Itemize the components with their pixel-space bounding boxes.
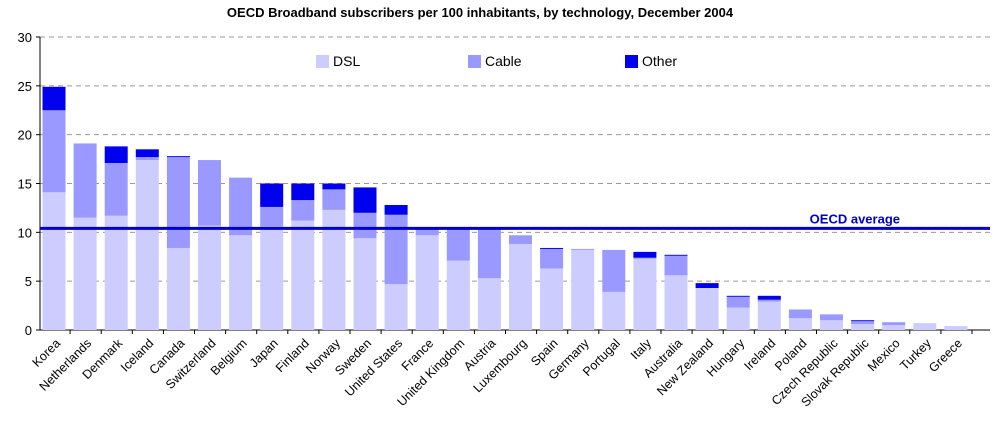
bar-segment-cable <box>322 189 346 210</box>
bar-segment-dsl <box>73 217 97 330</box>
y-tick-label: 5 <box>25 274 32 289</box>
bar-segment-cable <box>509 235 532 245</box>
bar-segment-cable <box>664 255 688 276</box>
bar-segment-other <box>322 183 346 190</box>
bar-segment-cable <box>135 157 159 161</box>
legend-label-other: Other <box>642 53 677 69</box>
bar-segment-other <box>291 183 315 201</box>
bar-segment-dsl <box>198 225 221 330</box>
bar-segment-cable <box>882 322 906 326</box>
legend-swatch-other <box>625 55 638 68</box>
bar-segment-cable <box>788 309 812 319</box>
bar-segment-dsl <box>944 326 968 330</box>
bar-segment-dsl <box>415 235 439 330</box>
bar-segment-cable <box>757 299 781 302</box>
bar-segment-cable <box>229 177 253 236</box>
bar-segment-other <box>353 187 377 213</box>
bar-segment-dsl <box>353 238 377 330</box>
bar-segment-dsl <box>509 244 532 330</box>
bar-segment-cable <box>602 249 626 292</box>
bar-segment-other <box>166 156 190 158</box>
bar-segment-dsl <box>757 301 781 330</box>
bar-segment-other <box>104 146 128 163</box>
bar-segment-other <box>135 149 159 158</box>
bar-segment-other <box>695 283 719 289</box>
bar-segment-other <box>664 254 688 256</box>
legend-label-cable: Cable <box>485 53 522 69</box>
y-tick-label: 10 <box>18 225 32 240</box>
y-tick-label: 30 <box>18 30 32 45</box>
bar-segment-dsl <box>788 318 812 330</box>
legend-label-dsl: DSL <box>333 53 360 69</box>
y-tick-label: 25 <box>18 79 32 94</box>
bar-segment-cable <box>104 162 128 216</box>
legend-swatch-dsl <box>316 55 329 68</box>
bar-segment-cable <box>633 257 657 259</box>
bar-segment-cable <box>851 321 875 325</box>
bar-segment-dsl <box>42 192 66 330</box>
bar-segment-cable <box>198 160 221 226</box>
bar-segment-dsl <box>664 275 688 330</box>
average-label: OECD average <box>810 211 900 226</box>
bar-segment-cable <box>446 227 470 261</box>
legend-swatch-cable <box>468 55 481 68</box>
bar-segment-other <box>384 204 408 215</box>
bar-segment-cable <box>477 227 501 279</box>
bar-segment-dsl <box>571 249 595 330</box>
bar-segment-dsl <box>322 209 346 330</box>
bar-segment-cable <box>291 200 315 221</box>
bar-segment-cable <box>42 110 66 193</box>
category-label: Mexico <box>865 336 903 374</box>
bar-segment-dsl <box>104 215 128 330</box>
category-label: Ireland <box>741 336 778 373</box>
bar-segment-other <box>851 320 875 322</box>
bar-segment-cable <box>415 229 439 236</box>
bar-segment-other <box>42 86 66 111</box>
bar-segment-cable <box>73 143 97 218</box>
bar-segment-dsl <box>820 320 843 330</box>
y-tick-label: 20 <box>18 128 32 143</box>
bar-segment-dsl <box>726 307 750 330</box>
bar-segment-other <box>633 251 657 258</box>
bar-segment-cable <box>166 157 190 248</box>
bar-segment-dsl <box>851 324 875 330</box>
bar-segment-other <box>757 295 781 300</box>
bar-segment-cable <box>726 296 750 308</box>
y-tick-label: 0 <box>25 323 32 338</box>
bar-segment-cable <box>540 248 564 269</box>
bar-segment-dsl <box>633 258 657 330</box>
bar-segment-dsl <box>477 278 501 330</box>
bar-segment-dsl <box>291 220 315 330</box>
bar-segment-cable <box>571 248 595 250</box>
bar-segment-cable <box>353 212 377 239</box>
category-label: Italy <box>628 336 655 363</box>
chart-title: OECD Broadband subscribers per 100 inhab… <box>226 5 734 20</box>
bar-segment-other <box>260 183 284 207</box>
bar-segment-dsl <box>695 288 719 330</box>
bar-segment-dsl <box>446 260 470 330</box>
bar-segment-dsl <box>229 235 253 330</box>
bar-segment-dsl <box>882 325 906 330</box>
bar-segment-dsl <box>913 323 937 330</box>
bar-segment-other <box>540 247 564 249</box>
bar-segment-dsl <box>166 247 190 330</box>
category-label: Greece <box>926 336 965 375</box>
bar-segment-cable <box>820 314 843 321</box>
bar-segment-dsl <box>135 160 159 330</box>
y-tick-label: 15 <box>18 177 32 192</box>
bar-segment-dsl <box>384 284 408 330</box>
bar-segment-dsl <box>540 268 564 330</box>
bar-segment-dsl <box>602 291 626 330</box>
bar-segment-cable <box>260 206 284 227</box>
bar-segment-other <box>726 295 750 297</box>
bar-segment-dsl <box>260 226 284 330</box>
bar-segment-cable <box>384 214 408 285</box>
